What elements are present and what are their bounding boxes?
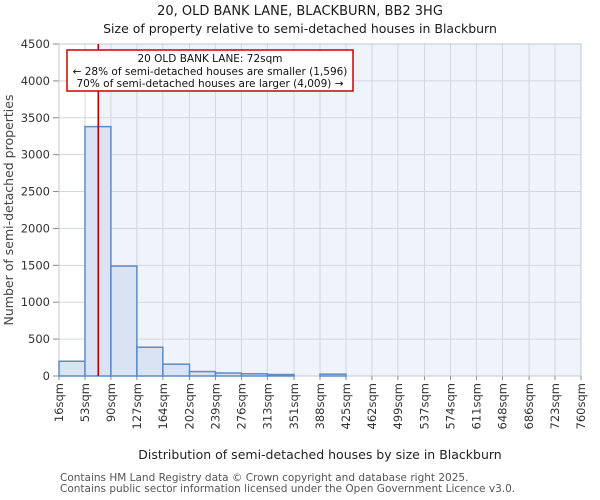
y-tick-label: 500 bbox=[28, 332, 50, 346]
chart-title: 20, OLD BANK LANE, BLACKBURN, BB2 3HG bbox=[157, 4, 443, 19]
chart-subtitle: Size of property relative to semi-detach… bbox=[103, 21, 497, 36]
x-tick-label: 760sqm bbox=[574, 383, 588, 429]
larger-region-shading bbox=[98, 44, 582, 376]
x-tick-label: 351sqm bbox=[287, 383, 301, 429]
annotation-border bbox=[66, 49, 354, 92]
x-tick-label: 462sqm bbox=[365, 383, 379, 429]
footer-line-1: Contains HM Land Registry data © Crown c… bbox=[60, 472, 468, 484]
x-tick-label: 648sqm bbox=[495, 383, 509, 429]
x-tick-label: 499sqm bbox=[391, 383, 405, 429]
histogram-bar bbox=[58, 360, 86, 377]
y-tick-label: 2500 bbox=[21, 185, 50, 199]
annotation-line-1: 20 OLD BANK LANE: 72sqm bbox=[137, 53, 282, 65]
y-tick-label: 3500 bbox=[21, 111, 50, 125]
histogram-bar bbox=[188, 370, 217, 377]
x-tick-label: 202sqm bbox=[183, 383, 197, 429]
y-tick-label: 2000 bbox=[21, 221, 50, 235]
histogram-bar bbox=[162, 363, 191, 377]
histogram-bar bbox=[240, 373, 269, 377]
plot-area: 0 500 1000 1500 2000 2500 3000 3500 4000 4500 16sq… bbox=[21, 37, 588, 429]
y-tick-label: 0 bbox=[43, 369, 50, 383]
histogram-bar bbox=[266, 373, 295, 377]
x-tick-label: 537sqm bbox=[418, 383, 432, 429]
y-axis-label: Number of semi-detached properties bbox=[1, 95, 16, 326]
histogram-bar bbox=[214, 372, 243, 377]
x-tick-label: 127sqm bbox=[130, 383, 144, 429]
x-tick-label: 53sqm bbox=[78, 383, 92, 422]
annotation-box: 20 OLD BANK LANE: 72sqm ← 28% of semi-de… bbox=[66, 49, 354, 92]
x-tick-label: 16sqm bbox=[52, 383, 66, 422]
x-tick-label: 239sqm bbox=[208, 383, 222, 429]
x-tick-label: 574sqm bbox=[444, 383, 458, 429]
histogram-bar bbox=[136, 346, 164, 377]
x-tick-label: 425sqm bbox=[339, 383, 353, 429]
x-tick-label: 164sqm bbox=[156, 383, 170, 429]
histogram-bar bbox=[110, 265, 138, 377]
x-tick-label: 723sqm bbox=[548, 383, 562, 429]
x-tick-label: 90sqm bbox=[104, 383, 118, 422]
annotation-line-3: 70% of semi-detached houses are larger (… bbox=[76, 78, 343, 90]
y-tick-label: 1000 bbox=[21, 295, 50, 309]
y-tick-label: 4000 bbox=[21, 74, 50, 88]
x-axis-label: Distribution of semi-detached houses by … bbox=[138, 447, 501, 462]
x-tick-label: 686sqm bbox=[522, 383, 536, 429]
y-tick-label: 4500 bbox=[21, 37, 50, 51]
histogram-bar bbox=[319, 373, 347, 377]
y-tick-label: 1500 bbox=[21, 258, 50, 272]
x-tick-label: 276sqm bbox=[234, 383, 248, 429]
y-tick-label: 3000 bbox=[21, 148, 50, 162]
footer-line-2: Contains public sector information licen… bbox=[60, 483, 515, 495]
annotation-line-2: ← 28% of semi-detached houses are smalle… bbox=[73, 66, 348, 78]
x-tick-label: 313sqm bbox=[260, 383, 274, 429]
x-tick-label: 388sqm bbox=[313, 383, 327, 429]
x-tick-label: 611sqm bbox=[469, 383, 483, 429]
